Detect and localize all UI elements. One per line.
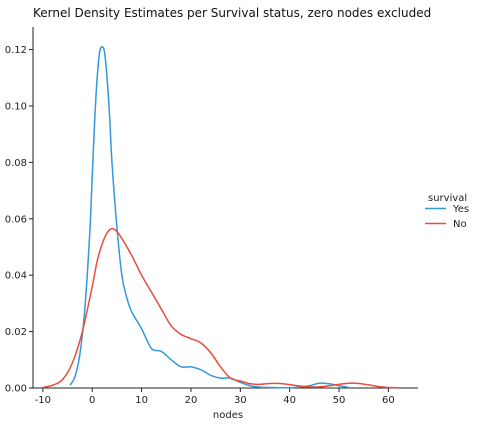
series-line-yes xyxy=(69,45,350,389)
x-tick-label: 0 xyxy=(89,395,95,406)
y-tick-label: 0.12 xyxy=(5,45,27,56)
y-tick-label: 0.04 xyxy=(5,271,27,282)
x-tick-label: 30 xyxy=(234,395,247,406)
legend-title: survival xyxy=(428,193,467,204)
plot-area: -10 0 10 20 30 40 50 60 0.00 0.02 0.04 0.06 0.08 0.10… xyxy=(5,27,418,406)
series-line-no xyxy=(42,227,399,389)
x-tick-label: 40 xyxy=(283,395,296,406)
x-tick-label: 50 xyxy=(333,395,346,406)
x-axis-label: nodes xyxy=(213,410,243,421)
y-tick-label: 0.06 xyxy=(5,214,27,225)
x-tick-label: 20 xyxy=(185,395,198,406)
x-tick-label: -10 xyxy=(35,395,51,406)
y-tick-label: 0.02 xyxy=(5,327,27,338)
legend: survival Yes No xyxy=(425,193,469,230)
legend-label-yes: Yes xyxy=(452,204,469,215)
legend-label-no: No xyxy=(453,219,467,230)
x-tick-label: 60 xyxy=(382,395,395,406)
y-tick-label: 0.08 xyxy=(5,158,27,169)
y-tick-label: 0.10 xyxy=(5,101,27,112)
y-tick-label: 0.00 xyxy=(5,384,27,395)
chart-title: Kernel Density Estimates per Survival st… xyxy=(33,6,431,20)
x-tick-label: 10 xyxy=(135,395,148,406)
